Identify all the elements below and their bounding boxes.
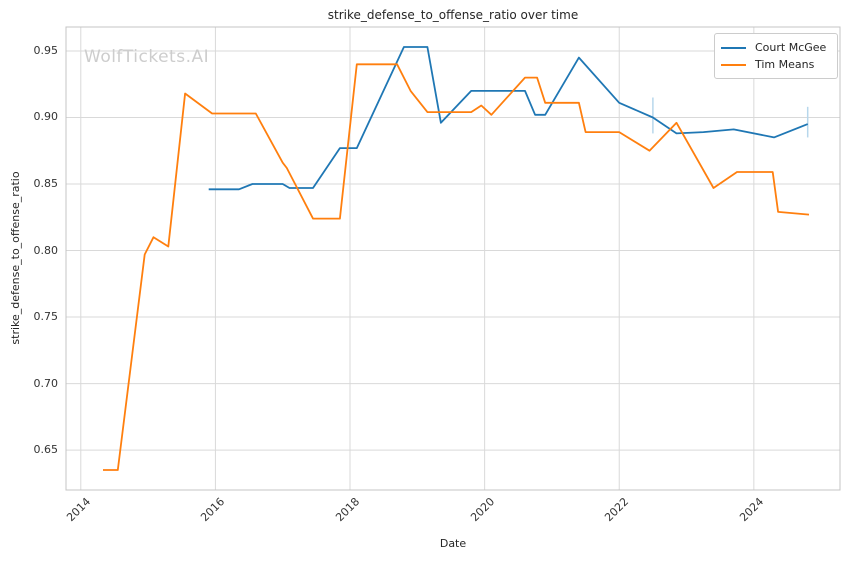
x-axis-label: Date <box>439 537 467 550</box>
y-tick-label: 0.65 <box>33 443 59 457</box>
legend-label: Tim Means <box>755 58 815 71</box>
legend-line-swatch <box>721 46 746 49</box>
y-tick-label: 0.80 <box>33 243 59 257</box>
legend: Court McGee Tim Means <box>714 33 838 79</box>
legend-label: Court McGee <box>755 41 827 54</box>
chart-title: strike_defense_to_offense_ratio over tim… <box>327 8 579 22</box>
y-tick-label: 0.75 <box>33 310 59 324</box>
legend-line-swatch <box>721 63 746 66</box>
plot-frame <box>65 26 841 491</box>
legend-item-tim-means: Tim Means <box>721 56 829 73</box>
legend-item-court-mcgee: Court McGee <box>721 39 829 56</box>
watermark: WolfTickets.AI <box>84 47 210 67</box>
y-tick-label: 0.90 <box>33 110 59 124</box>
series-line-court-mcgee <box>208 46 809 191</box>
y-tick-label: 0.95 <box>33 43 59 57</box>
y-tick-label: 0.85 <box>33 176 59 190</box>
series-line-tim-means <box>103 63 810 471</box>
y-tick-label: 0.70 <box>33 376 59 390</box>
